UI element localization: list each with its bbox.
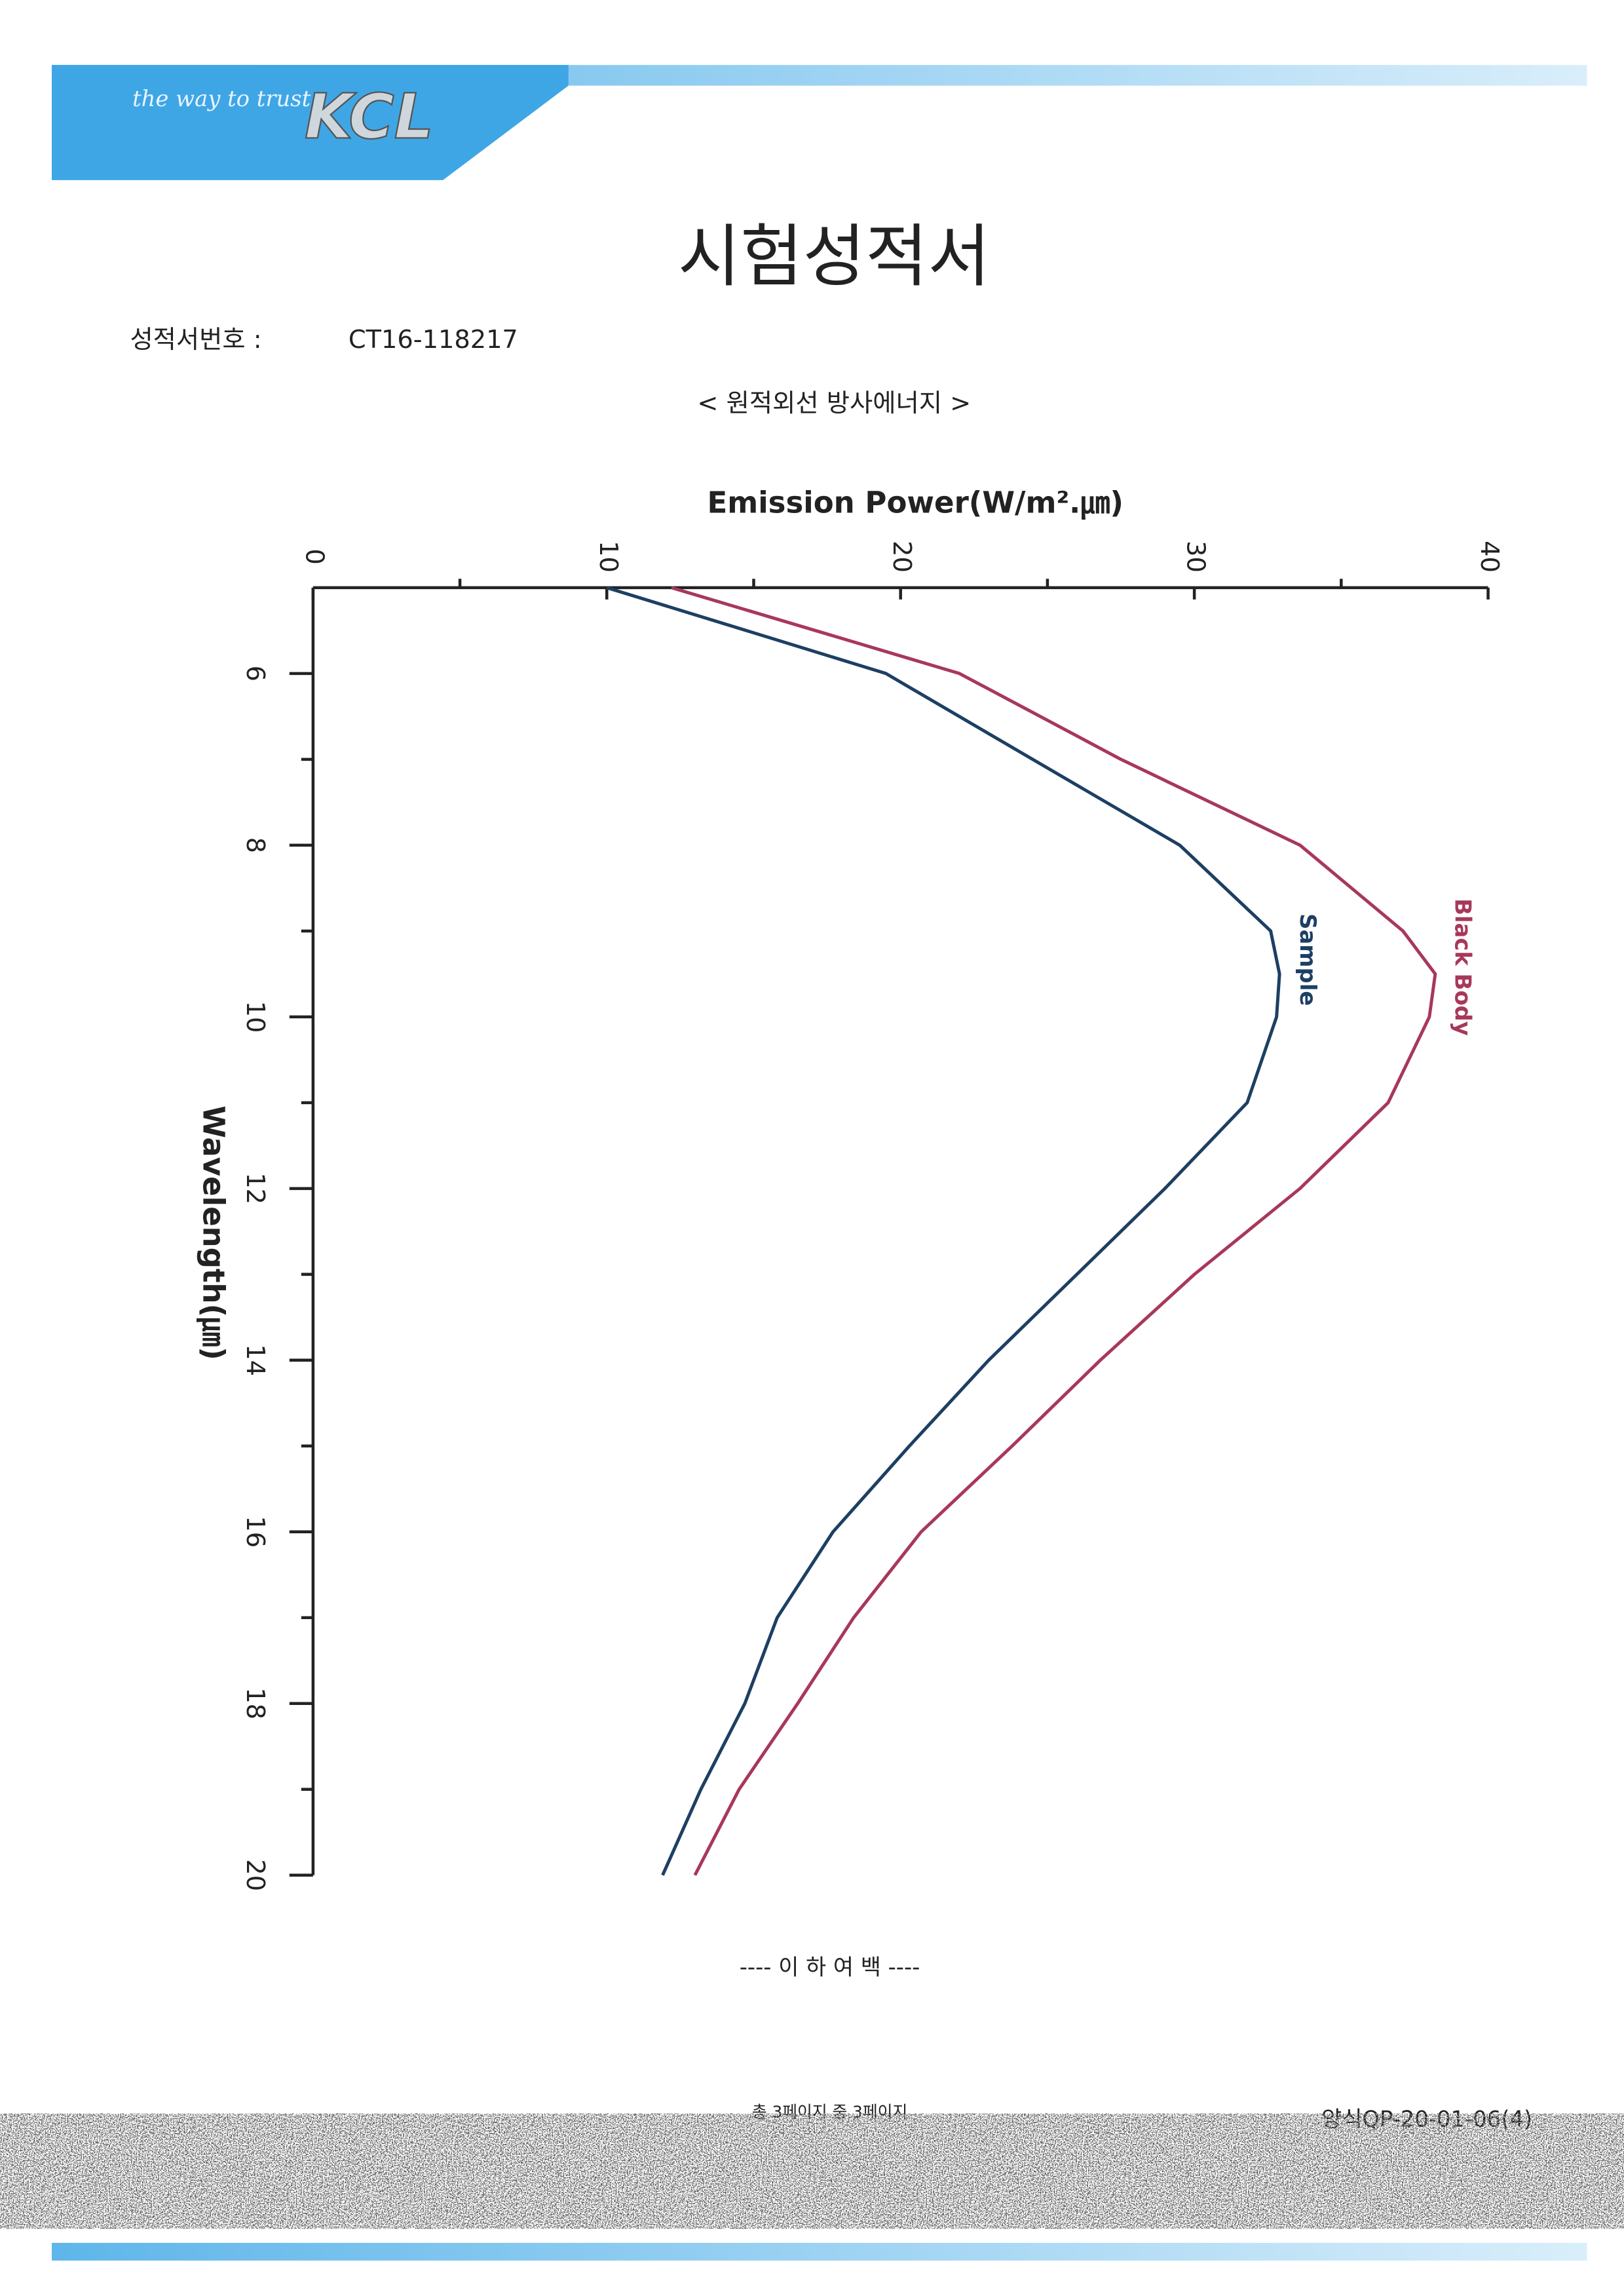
logo-slogan: the way to trust: [132, 86, 311, 111]
report-number-label: 성적서번호 :: [130, 325, 261, 354]
x-tick-label: 14: [240, 1344, 270, 1376]
page-info: 총 3페이지 중 3페이지: [752, 2103, 907, 2122]
end-note: ---- 이 하 여 백 ----: [740, 1954, 920, 1980]
x-tick-label: 20: [240, 1859, 270, 1891]
x-tick-label: 16: [240, 1516, 270, 1548]
y-axis-title: Emission Power(W/m².㎛): [708, 486, 1124, 520]
y-tick-label: 20: [887, 541, 916, 573]
series-line: [606, 586, 1281, 1876]
series-line: [671, 586, 1437, 1876]
logo-brand: KCL: [305, 81, 434, 153]
series-label: Black Body: [1450, 898, 1475, 1036]
security-pattern: [109, 2122, 1549, 2221]
logo-block: [52, 65, 569, 180]
x-tick-label: 12: [240, 1172, 270, 1204]
y-tick-label: 0: [299, 548, 329, 564]
y-tick-label: 40: [1475, 541, 1504, 573]
x-axis-title: Wavelength(㎛): [196, 1105, 231, 1360]
x-tick-label: 8: [240, 837, 270, 853]
footer-band: [52, 2242, 1587, 2261]
x-tick-label: 10: [240, 1001, 270, 1033]
document-title: 시험성적서: [678, 218, 991, 296]
x-tick-label: 18: [240, 1687, 270, 1719]
series-label: Sample: [1295, 913, 1321, 1006]
x-tick-label: 6: [240, 666, 270, 681]
chart: 6 8 10 12 14 16 18 20 0 10 20 30 40 Emission Power(W/…: [196, 486, 1504, 1892]
y-tick-label: 10: [594, 541, 623, 573]
y-tick-label: 30: [1181, 541, 1211, 573]
report-number: CT16-118217: [349, 325, 518, 354]
section-title: < 원적외선 방사에너지 >: [697, 389, 971, 418]
